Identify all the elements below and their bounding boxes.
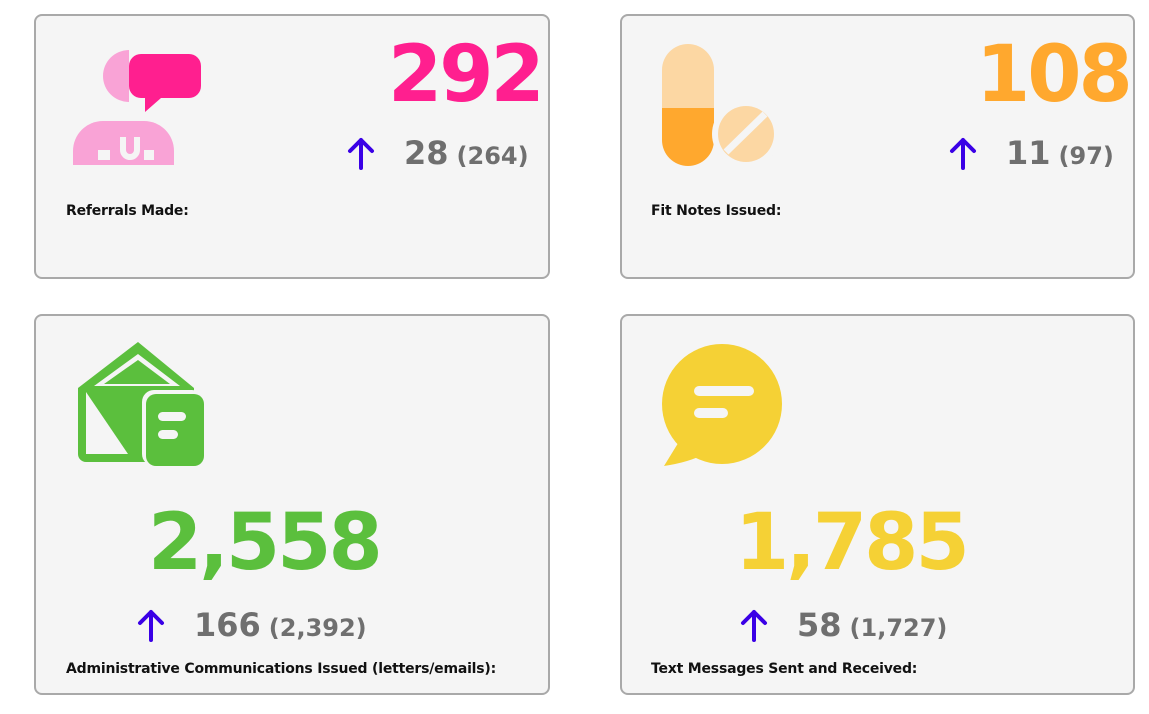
fitnotes-label: Fit Notes Issued: (651, 203, 782, 219)
up-arrow-icon (138, 610, 164, 642)
fitnotes-delta: 11 (1006, 134, 1051, 172)
fitnotes-card: 108 11 (97) Fit Notes Issued: (620, 14, 1135, 279)
referrals-label: Referrals Made: (66, 203, 189, 219)
text-messages-previous: (1,727) (849, 614, 948, 642)
referrals-card: 292 28 (264) Referrals Made: (34, 14, 550, 279)
fitnotes-previous: (97) (1058, 142, 1114, 170)
up-arrow-icon (741, 610, 767, 642)
fitnotes-value: 108 (976, 30, 1133, 120)
admin-communications-card: 2,558 166 (2,392) Administrative Communi… (34, 314, 550, 695)
referrals-delta-row: 28 (264) (346, 134, 529, 172)
text-messages-delta: 58 (797, 606, 842, 644)
up-arrow-icon (348, 138, 374, 170)
text-messages-label: Text Messages Sent and Received: (651, 661, 918, 677)
text-messages-delta-row: 58 (1,727) (739, 606, 947, 644)
text-messages-card: 1,785 58 (1,727) Text Messages Sent and … (620, 314, 1135, 695)
speech-bubble-icon (662, 344, 782, 466)
up-arrow-icon (950, 138, 976, 170)
doctor-chat-icon (73, 50, 201, 165)
referrals-delta: 28 (404, 134, 449, 172)
admin-value: 2,558 (148, 498, 383, 588)
pill-icon (662, 44, 780, 168)
referrals-previous: (264) (456, 142, 529, 170)
admin-label: Administrative Communications Issued (le… (66, 661, 497, 677)
fitnotes-delta-row: 11 (97) (948, 134, 1114, 172)
envelope-letter-icon (78, 342, 204, 466)
referrals-value: 292 (388, 30, 545, 120)
text-messages-value: 1,785 (735, 498, 970, 588)
admin-delta: 166 (194, 606, 261, 644)
admin-delta-row: 166 (2,392) (136, 606, 367, 644)
admin-previous: (2,392) (268, 614, 367, 642)
